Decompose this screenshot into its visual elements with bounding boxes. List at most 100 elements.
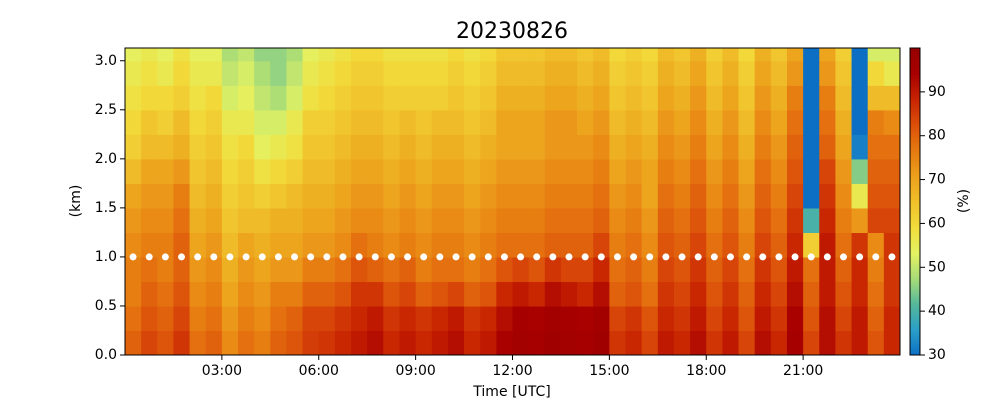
heatmap-cell [173,281,191,307]
colorbar-segment [910,170,920,174]
heatmap-cell [706,207,723,233]
heatmap-cell [173,134,191,160]
colorbar-segment [910,315,920,319]
heatmap-cell [254,48,271,62]
heatmap-cell [286,85,304,111]
heatmap-cell [399,232,417,258]
heatmap-cell [141,60,158,86]
heatmap-cell [560,183,578,209]
heatmap-cell [464,183,481,209]
marker [662,253,670,261]
heatmap-cell [690,330,707,355]
heatmap-cell [125,183,142,209]
colorbar-segment [910,148,920,152]
heatmap-cell [480,134,497,160]
heatmap-cell [173,85,191,111]
colorbar-segment [910,348,920,352]
colorbar-segment [910,183,920,187]
heatmap-cell [221,85,239,111]
heatmap-cell [383,134,401,160]
marker [775,253,783,261]
heatmap-cell [173,109,191,135]
heatmap-cell [286,305,304,332]
colorbar-segment [910,247,920,251]
heatmap-cell [383,48,401,62]
heatmap-cell [835,134,853,160]
heatmap-cell [334,109,352,135]
heatmap-cell [706,256,723,283]
colorbar-segment [910,98,920,102]
colorbar-segment [910,89,920,93]
colorbar-segment [910,324,920,327]
heatmap-cell [447,207,465,233]
heatmap-cell [835,158,853,184]
heatmap-cell [286,158,304,184]
heatmap-cell [560,330,578,355]
colorbar-segment [910,254,920,257]
heatmap-cell [125,134,142,160]
heatmap-cell [173,183,191,209]
heatmap-cell [318,281,336,307]
heatmap-cell [528,109,546,135]
heatmap-cell [577,232,594,258]
heatmap-cell [254,109,271,135]
heatmap-cell [125,281,142,307]
heatmap-cell [544,48,562,62]
y-axis-label: (km) [68,185,84,218]
heatmap-cell [528,330,546,355]
colorbar-segment [910,96,920,99]
heatmap-cell [690,85,707,111]
heatmap-cell [641,48,659,62]
heatmap-cell [544,256,562,283]
heatmap-cell [157,305,175,332]
heatmap-cell [447,158,465,184]
colorbar-segment [910,74,920,78]
heatmap-cell [770,158,788,184]
heatmap-cell [318,330,336,355]
heatmap-cell [399,109,417,135]
heatmap-cell [189,281,207,307]
heatmap-cell [205,256,223,283]
heatmap-cell [415,207,433,233]
heatmap-cell [399,330,417,355]
heatmap-cell [221,281,239,307]
heatmap-cell [318,232,336,258]
heatmap-cell [254,85,271,111]
heatmap-cell [205,134,223,160]
heatmap-cell [803,305,820,332]
marker [468,253,476,261]
heatmap-cell [318,109,336,135]
heatmap-cell [415,158,433,184]
heatmap-cell [415,330,433,355]
colorbar-label: (%) [956,189,972,213]
colorbar-segment [910,50,920,53]
heatmap-cell [334,85,352,111]
heatmap-cell [625,232,643,258]
heatmap-cell [657,60,675,86]
heatmap-cell [464,305,481,332]
heatmap-cell [883,60,900,86]
heatmap-cell [351,183,368,209]
colorbar-segment [910,265,920,268]
heatmap-cell [125,232,142,258]
heatmap-cell [125,109,142,135]
heatmap-cell [318,256,336,283]
colorbar-segment [910,175,920,178]
heatmap-cell [657,256,675,283]
colorbar-segment [910,219,920,222]
colorbar-segment [910,337,920,341]
heatmap-cell [835,85,853,111]
heatmap-cell [722,85,740,111]
heatmap-cell [560,85,578,111]
heatmap-cell [334,48,352,62]
heatmap-cell [189,48,207,62]
heatmap-cell [609,48,627,62]
heatmap-cell [657,134,675,160]
heatmap-cell [141,256,158,283]
heatmap-cell [351,330,368,355]
heatmap-cell [157,207,175,233]
heatmap-cell [770,85,788,111]
heatmap-cell [270,330,288,355]
heatmap-cell [577,256,594,283]
heatmap-cell [512,330,530,355]
